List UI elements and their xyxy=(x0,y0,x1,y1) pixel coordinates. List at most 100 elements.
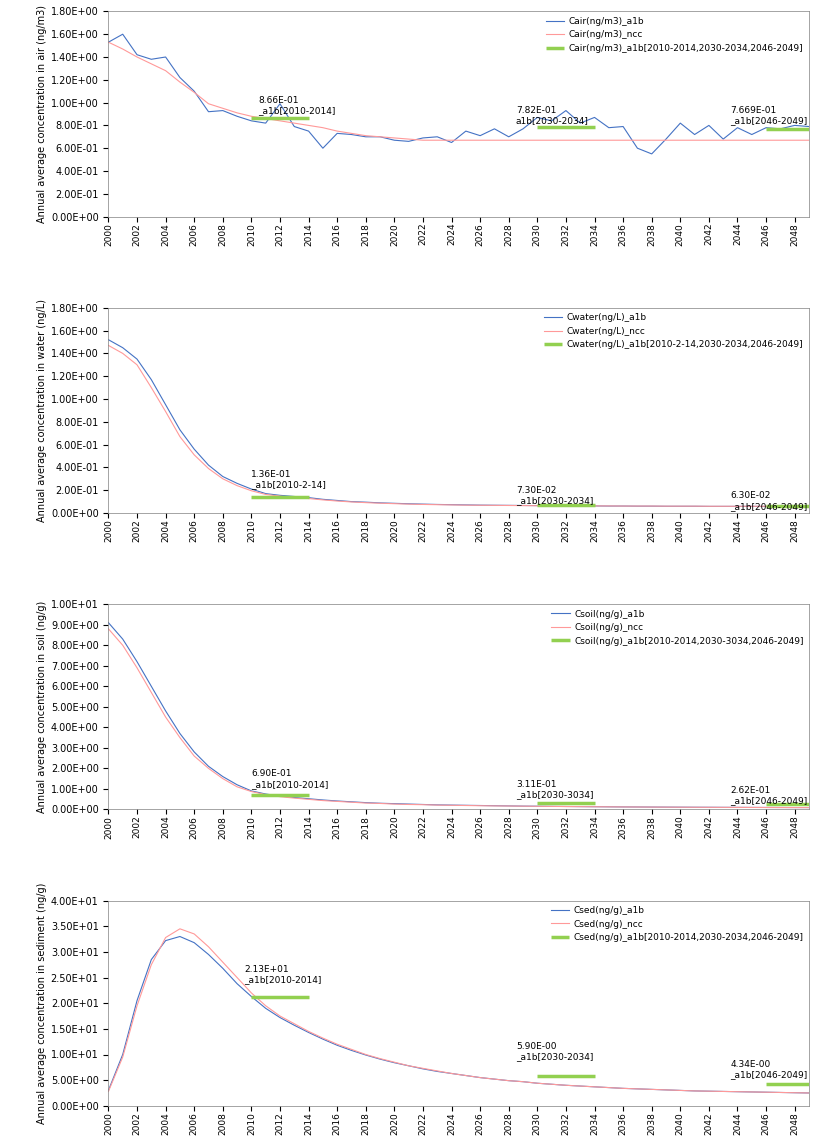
Cair(ng/m3)_ncc xyxy=(590,133,600,147)
Csoil(ng/g)_a1b xyxy=(461,798,471,812)
Cwater(ng/L)_ncc xyxy=(189,448,199,462)
Line: Csed(ng/g)_ncc: Csed(ng/g)_ncc xyxy=(108,929,809,1093)
Cair(ng/m3)_a1b xyxy=(532,111,542,124)
Csed(ng/g)_ncc xyxy=(518,1075,528,1089)
Csoil(ng/g)_a1b xyxy=(575,800,585,814)
Cair(ng/m3)_a1b xyxy=(546,114,556,128)
Csed(ng/g)_a1b xyxy=(761,1085,771,1099)
Csed(ng/g)_ncc xyxy=(646,1083,656,1097)
Csoil(ng/g)_ncc xyxy=(604,800,614,814)
Csed(ng/g)_a1b xyxy=(146,953,156,967)
Cwater(ng/L)_a1b xyxy=(490,498,500,512)
Cwater(ng/L)_ncc xyxy=(461,498,471,512)
Csoil(ng/g)_ncc xyxy=(804,800,814,814)
Csoil(ng/g)_ncc xyxy=(318,793,328,807)
Csed(ng/g)_a1b xyxy=(218,961,228,975)
Csoil(ng/g)_ncc xyxy=(490,799,500,813)
Csoil(ng/g)_a1b xyxy=(761,800,771,814)
Csoil(ng/g)_ncc xyxy=(575,800,585,814)
Cair(ng/m3)_a1b xyxy=(446,136,456,149)
Csoil(ng/g)_a1b xyxy=(246,784,256,798)
Csoil(ng/g)_a1b xyxy=(518,799,528,813)
Cwater(ng/L)_a1b xyxy=(189,442,199,456)
Cair(ng/m3)_ncc xyxy=(332,124,342,138)
Line: Csoil(ng/g)_ncc: Csoil(ng/g)_ncc xyxy=(108,629,809,807)
Cair(ng/m3)_a1b xyxy=(718,132,728,146)
Csed(ng/g)_a1b xyxy=(532,1076,542,1090)
Csed(ng/g)_a1b[2010-2014,2030-2034,2046-2049] xyxy=(304,990,314,1003)
Cwater(ng/L)_a1b xyxy=(161,398,171,412)
Cair(ng/m3)_ncc xyxy=(275,114,285,128)
Cair(ng/m3)_a1b xyxy=(404,135,414,148)
Cair(ng/m3)_ncc xyxy=(504,133,514,147)
Cair(ng/m3)_ncc xyxy=(790,133,800,147)
Cair(ng/m3)_a1b xyxy=(189,84,199,98)
Cair(ng/m3)_ncc xyxy=(103,35,113,49)
Cwater(ng/L)_ncc xyxy=(804,499,814,513)
Cair(ng/m3)_a1b[2010-2014,2030-2034,2046-2049] xyxy=(261,111,271,124)
Cwater(ng/L)_a1b xyxy=(590,499,600,513)
Csoil(ng/g)_a1b xyxy=(289,791,299,805)
Csoil(ng/g)_ncc xyxy=(146,685,156,699)
Cwater(ng/L)_a1b xyxy=(676,499,686,513)
Cair(ng/m3)_a1b xyxy=(618,120,628,133)
Csoil(ng/g)_a1b xyxy=(189,746,199,759)
Text: 2.62E-01
_a1b[2046-2049]: 2.62E-01 _a1b[2046-2049] xyxy=(731,785,807,805)
Cwater(ng/L)_a1b xyxy=(661,499,671,513)
Cwater(ng/L)_a1b xyxy=(804,499,814,513)
Cwater(ng/L)_ncc xyxy=(389,497,399,511)
Csed(ng/g)_a1b xyxy=(804,1086,814,1100)
Csed(ng/g)_ncc xyxy=(504,1074,514,1088)
Csoil(ng/g)_ncc xyxy=(432,798,442,812)
Csed(ng/g)_ncc xyxy=(132,999,142,1012)
Cwater(ng/L)_a1b xyxy=(232,477,242,490)
Cair(ng/m3)_a1b xyxy=(203,105,214,119)
Csed(ng/g)_a1b xyxy=(404,1059,414,1073)
Csed(ng/g)_a1b xyxy=(575,1080,585,1093)
Csoil(ng/g)_ncc xyxy=(175,731,185,744)
Y-axis label: Annual average concentration in water (ng/L): Annual average concentration in water (n… xyxy=(37,299,47,522)
Csoil(ng/g)_a1b xyxy=(103,616,113,629)
Cair(ng/m3)_a1b[2010-2014,2030-2034,2046-2049] xyxy=(304,111,314,124)
Cair(ng/m3)_a1b xyxy=(261,116,271,130)
Cwater(ng/L)_a1b xyxy=(346,495,356,508)
Cair(ng/m3)_ncc xyxy=(232,106,242,120)
Cair(ng/m3)_a1b xyxy=(690,128,700,141)
Csoil(ng/g)_ncc xyxy=(446,798,456,812)
Csoil(ng/g)_ncc xyxy=(189,749,199,763)
Cair(ng/m3)_ncc xyxy=(246,109,256,123)
Cair(ng/m3)_ncc xyxy=(289,116,299,130)
Csoil(ng/g)_a1b xyxy=(646,800,656,814)
Csed(ng/g)_ncc xyxy=(746,1085,756,1099)
Cwater(ng/L)_a1b xyxy=(704,499,714,513)
Csed(ng/g)_ncc xyxy=(776,1085,786,1099)
Cair(ng/m3)_a1b xyxy=(375,130,385,144)
Csoil(ng/g)_a1b[2010-2014,2030-3034,2046-2049] xyxy=(289,789,299,803)
Csoil(ng/g)_a1b xyxy=(132,654,142,668)
Cwater(ng/L)_a1b xyxy=(761,499,771,513)
Csoil(ng/g)_a1b xyxy=(161,705,171,718)
Cwater(ng/L)_a1b xyxy=(246,482,256,496)
Cair(ng/m3)_ncc xyxy=(304,119,314,132)
Cair(ng/m3)_a1b xyxy=(389,133,399,147)
Csoil(ng/g)_a1b xyxy=(532,799,542,813)
Cair(ng/m3)_a1b xyxy=(175,71,185,84)
Cwater(ng/L)_ncc xyxy=(575,499,585,513)
Y-axis label: Annual average concentration in sediment (ng/g): Annual average concentration in sediment… xyxy=(37,882,47,1124)
Cwater(ng/L)_ncc xyxy=(690,499,700,513)
Cwater(ng/L)_ncc xyxy=(418,497,428,511)
Csed(ng/g)_ncc xyxy=(490,1073,500,1086)
Csed(ng/g)_ncc xyxy=(661,1083,671,1097)
Csed(ng/g)_a1b xyxy=(161,934,171,947)
Cair(ng/m3)_a1b xyxy=(804,120,814,133)
Cair(ng/m3)_ncc xyxy=(546,133,556,147)
Cair(ng/m3)_a1b xyxy=(575,116,585,130)
Cwater(ng/L)_ncc xyxy=(632,499,642,513)
Csoil(ng/g)_a1b xyxy=(318,793,328,807)
Csoil(ng/g)_ncc xyxy=(646,800,656,814)
Cwater(ng/L)_ncc xyxy=(432,498,442,512)
Cwater(ng/L)_a1b xyxy=(361,495,371,508)
Cair(ng/m3)_a1b[2010-2014,2030-2034,2046-2049] xyxy=(246,111,256,124)
Legend: Cwater(ng/L)_a1b, Cwater(ng/L)_ncc, Cwater(ng/L)_a1b[2010-2-14,2030-2034,2046-20: Cwater(ng/L)_a1b, Cwater(ng/L)_ncc, Cwat… xyxy=(541,310,806,352)
Cwater(ng/L)_a1b[2010-2-14,2030-2034,2046-2049] xyxy=(246,490,256,504)
